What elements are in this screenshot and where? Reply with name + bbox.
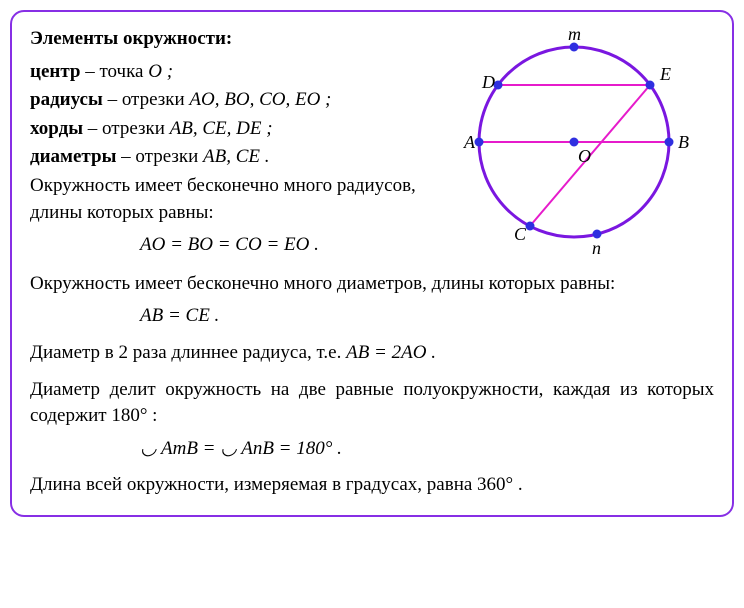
para3-text: Диаметр в 2 раза длиннее радиуса, т.е. xyxy=(30,342,346,363)
def-center: центр – точка O ; xyxy=(30,59,426,86)
para-360: Длина всей окружности, измеряемая в град… xyxy=(30,472,714,499)
def-diameters: диаметры – отрезки AB, CE . xyxy=(30,144,426,171)
para-diam-equal: Окружность имеет бесконечно много диамет… xyxy=(30,271,714,298)
text-column: Элементы окружности: центр – точка O ; р… xyxy=(30,26,426,269)
para-semicircles: Диаметр делит окружность на две равные п… xyxy=(30,377,714,430)
val-chords: AB, CE, DE ; xyxy=(170,118,273,139)
title: Элементы окружности: xyxy=(30,26,426,53)
label-diam: диаметры xyxy=(30,146,116,167)
val-radii: AO, BO, CO, EO ; xyxy=(189,89,331,110)
label-chords: хорды xyxy=(30,118,83,139)
text-diam: – отрезки xyxy=(121,146,203,167)
para-diam-2r: Диаметр в 2 раза длиннее радиуса, т.е. A… xyxy=(30,340,714,367)
svg-text:C: C xyxy=(514,224,527,244)
eq-diam: AB = CE . xyxy=(30,303,714,330)
para3-eq: AB = 2AO . xyxy=(346,342,436,363)
text-chords: – отрезки xyxy=(88,118,170,139)
svg-text:A: A xyxy=(463,132,476,152)
circle-diagram: A B O D E Cm n xyxy=(434,22,714,262)
eq-radii: AO = BO = CO = EO . xyxy=(30,232,426,259)
val-diam: AB, CE . xyxy=(203,146,270,167)
svg-text:B: B xyxy=(678,132,689,152)
svg-text:O: O xyxy=(578,146,591,166)
text-radii: – отрезки xyxy=(108,89,190,110)
eq-arcs: ◡ AmB = ◡ AnB = 180° . xyxy=(30,436,714,463)
def-radii: радиусы – отрезки AO, BO, CO, EO ; xyxy=(30,87,426,114)
definition-card: Элементы окружности: центр – точка O ; р… xyxy=(10,10,734,517)
svg-text:D: D xyxy=(481,72,495,92)
para-radii-equal: Окружность имеет бесконечно много радиус… xyxy=(30,173,426,226)
def-chords: хорды – отрезки AB, CE, DE ; xyxy=(30,116,426,143)
text-center: – точка xyxy=(85,61,148,82)
val-center: O ; xyxy=(148,61,173,82)
label-radii: радиусы xyxy=(30,89,103,110)
svg-text:m: m xyxy=(568,24,581,44)
svg-text:E: E xyxy=(659,64,671,84)
svg-text:n: n xyxy=(592,238,601,258)
circle-svg: A B O D E Cm n xyxy=(434,22,714,262)
label-center: центр xyxy=(30,61,80,82)
